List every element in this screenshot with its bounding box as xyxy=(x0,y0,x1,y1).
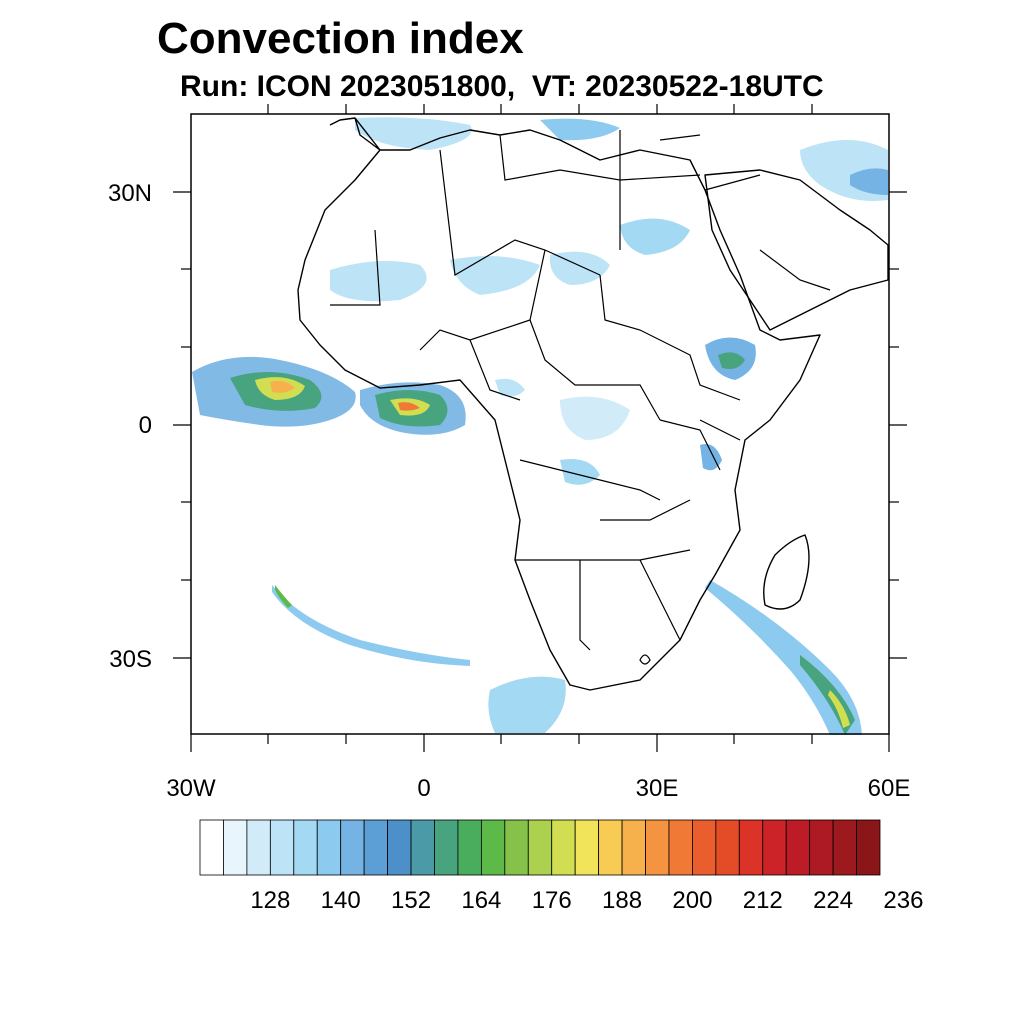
colorbar-label: 176 xyxy=(531,887,572,914)
convection-field xyxy=(192,117,888,735)
page-title: Convection index xyxy=(157,14,524,63)
colorbar-swatch xyxy=(410,819,435,876)
colorbar-swatch xyxy=(457,819,482,876)
axis-ticks xyxy=(173,104,907,752)
lat-label-0: 0 xyxy=(138,412,152,439)
map-frame xyxy=(190,113,890,735)
convection-area xyxy=(540,118,620,141)
madagascar-coastline xyxy=(763,534,810,610)
colorbar-swatch xyxy=(199,819,224,876)
colorbar-swatch xyxy=(434,819,459,876)
convection-area xyxy=(828,690,850,728)
colorbar-swatch xyxy=(692,819,717,876)
colorbar-swatch xyxy=(340,819,365,876)
colorbar-swatch xyxy=(621,819,646,876)
convection-area xyxy=(850,168,888,195)
colorbar-label: 236 xyxy=(883,887,924,914)
colorbar-swatch xyxy=(363,819,388,876)
convection-area xyxy=(560,459,600,485)
colorbar-swatch xyxy=(856,819,881,876)
convection-area xyxy=(718,352,745,369)
colorbar-swatch xyxy=(269,819,295,876)
colorbar-label: 212 xyxy=(742,887,783,914)
convection-area xyxy=(488,676,566,733)
colorbar-swatch xyxy=(738,819,764,876)
convection-area xyxy=(398,402,420,411)
convection-area xyxy=(620,218,690,255)
colorbar-swatch xyxy=(809,819,834,876)
colorbar-swatch xyxy=(598,819,623,876)
lon-label-30w: 30W xyxy=(166,775,216,802)
colorbar-swatch xyxy=(293,819,318,876)
colorbar xyxy=(199,819,881,876)
convection-area xyxy=(450,256,540,295)
colorbar-swatch xyxy=(668,819,693,876)
colorbar-swatch xyxy=(574,819,600,876)
africa-coastline xyxy=(297,117,821,691)
convection-area xyxy=(270,380,295,393)
coastlines xyxy=(297,117,889,691)
lon-label-60e: 60E xyxy=(867,775,911,802)
country-borders xyxy=(330,130,831,665)
convection-area xyxy=(355,117,472,150)
arabia-coastline xyxy=(704,169,889,331)
colorbar-label: 140 xyxy=(320,887,361,914)
colorbar-label: 164 xyxy=(461,887,502,914)
colorbar-label: 224 xyxy=(813,887,854,914)
convection-area xyxy=(495,378,525,397)
convection-area xyxy=(272,585,470,666)
colorbar-swatch xyxy=(762,819,787,876)
colorbar-swatch xyxy=(715,819,740,876)
colorbar-swatch xyxy=(832,819,857,876)
colorbar-swatch xyxy=(316,819,342,876)
run-subtitle: Run: ICON 2023051800, VT: 20230522-18UTC xyxy=(180,70,824,103)
convection-area xyxy=(705,580,862,735)
colorbar-swatch xyxy=(785,819,811,876)
colorbar-swatch xyxy=(527,819,553,876)
lon-label-30e: 30E xyxy=(635,775,679,802)
colorbar-label: 188 xyxy=(602,887,643,914)
colorbar-swatch xyxy=(480,819,506,876)
colorbar-label: 200 xyxy=(672,887,713,914)
colorbar-swatch xyxy=(504,819,529,876)
colorbar-label: 152 xyxy=(391,887,432,914)
convection-area xyxy=(549,251,610,285)
colorbar-swatch xyxy=(645,819,670,876)
iberia-coastline xyxy=(329,117,356,126)
lat-label-30s: 30S xyxy=(109,646,152,673)
colorbar-swatch xyxy=(551,819,576,876)
colorbar-label: 128 xyxy=(250,887,291,914)
colorbar-swatch xyxy=(246,819,271,876)
convection-area xyxy=(275,585,292,608)
convection-area xyxy=(560,396,630,440)
lon-label-0: 0 xyxy=(417,775,431,802)
lat-label-30n: 30N xyxy=(107,180,152,207)
colorbar-swatch xyxy=(387,819,412,876)
colorbar-swatch xyxy=(223,819,248,876)
